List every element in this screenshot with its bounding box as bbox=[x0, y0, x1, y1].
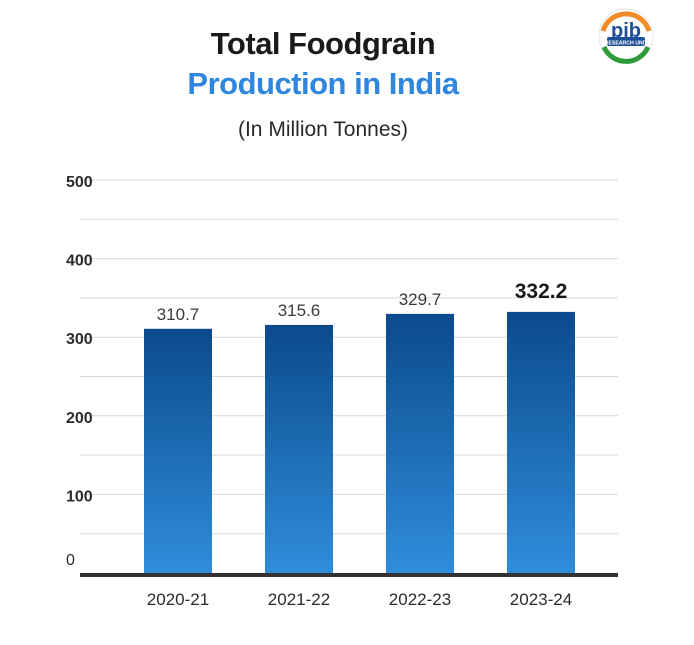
pib-research-unit-logo: pib RESEARCH UNIT bbox=[598, 8, 654, 64]
logo-subtext: RESEARCH UNIT bbox=[605, 41, 648, 47]
bar-value-label: 310.7 bbox=[157, 305, 200, 324]
bar bbox=[386, 313, 454, 573]
x-tick-label: 2023-24 bbox=[510, 590, 572, 609]
x-tick-label: 2021-22 bbox=[268, 590, 330, 609]
bar bbox=[144, 328, 212, 573]
y-tick-label: 400 bbox=[66, 253, 93, 270]
logo-text: pib bbox=[611, 20, 641, 42]
chart-title-line-1: Total Foodgrain bbox=[210, 26, 436, 61]
x-tick-label: 2020-21 bbox=[147, 590, 209, 609]
chart-subtitle: (In Million Tonnes) bbox=[237, 118, 409, 141]
bar bbox=[507, 311, 575, 573]
bar bbox=[265, 324, 333, 573]
y-tick-label: 200 bbox=[66, 410, 93, 427]
y-tick-label: 0 bbox=[66, 552, 75, 569]
y-tick-label: 300 bbox=[66, 331, 93, 348]
chart-title-line-2: Production in India bbox=[187, 66, 459, 101]
x-tick-label: 2022-23 bbox=[389, 590, 451, 609]
y-tick-label: 100 bbox=[66, 488, 93, 505]
bar-value-label: 315.6 bbox=[278, 301, 321, 320]
bar-value-label: 329.7 bbox=[399, 290, 442, 309]
y-tick-label: 500 bbox=[66, 174, 93, 191]
bar-value-label: 332.2 bbox=[515, 280, 568, 303]
